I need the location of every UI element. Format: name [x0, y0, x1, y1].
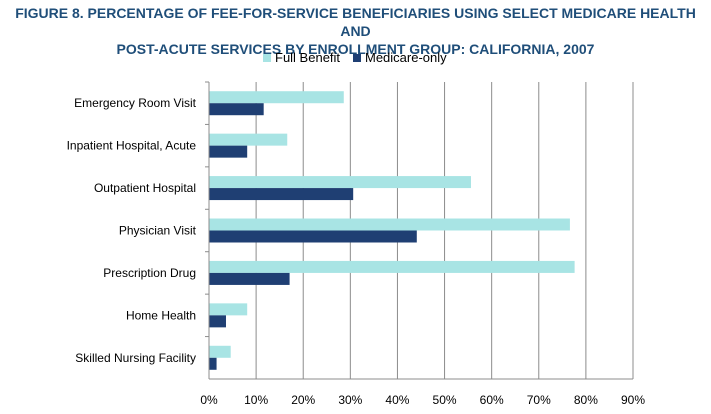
x-tick-label-6: 50% — [433, 393, 457, 407]
category-label-3: Outpatient Hospital — [94, 181, 196, 195]
bar-medicare-only-7 — [209, 357, 217, 370]
x-tick-label-1: 0% — [200, 393, 218, 407]
legend-label-1: Full Benefit — [275, 50, 340, 65]
category-label-1: Emergency Room Visit — [74, 96, 196, 110]
bar-medicare-only-2 — [209, 145, 248, 158]
x-tick-label-3: 20% — [291, 393, 315, 407]
chart-title-line-1: FIGURE 8. PERCENTAGE OF FEE-FOR-SERVICE … — [15, 5, 696, 39]
bar-full-benefit-2 — [209, 133, 288, 146]
chart-title: FIGURE 8. PERCENTAGE OF FEE-FOR-SERVICE … — [0, 4, 711, 58]
bar-full-benefit-5 — [209, 260, 575, 273]
legend-label-2: Medicare-only — [365, 50, 447, 65]
bar-medicare-only-1 — [209, 103, 264, 116]
bar-full-benefit-1 — [209, 91, 344, 104]
x-tick-label-8: 70% — [527, 393, 551, 407]
category-label-7: Skilled Nursing Facility — [75, 351, 196, 365]
category-label-5: Prescription Drug — [103, 266, 196, 280]
bar-full-benefit-3 — [209, 176, 471, 189]
x-tick-label-9: 80% — [574, 393, 598, 407]
bar-full-benefit-7 — [209, 345, 231, 358]
x-tick-label-4: 30% — [338, 393, 362, 407]
bar-medicare-only-3 — [209, 188, 354, 201]
bar-full-benefit-6 — [209, 303, 248, 316]
x-tick-label-10: 90% — [621, 393, 645, 407]
bar-medicare-only-5 — [209, 272, 290, 285]
chart-title-line-2: POST-ACUTE SERVICES BY ENROLLMENT GROUP:… — [116, 41, 595, 57]
category-label-4: Physician Visit — [119, 224, 197, 238]
category-label-2: Inpatient Hospital, Acute — [67, 139, 197, 153]
x-tick-label-7: 60% — [480, 393, 504, 407]
bar-medicare-only-6 — [209, 315, 226, 328]
bar-medicare-only-4 — [209, 230, 417, 243]
category-label-6: Home Health — [126, 308, 196, 322]
legend-swatch-2 — [353, 54, 361, 62]
legend-swatch-1 — [263, 54, 271, 62]
x-tick-label-2: 10% — [244, 393, 268, 407]
x-tick-label-5: 40% — [385, 393, 409, 407]
bar-full-benefit-4 — [209, 218, 570, 231]
